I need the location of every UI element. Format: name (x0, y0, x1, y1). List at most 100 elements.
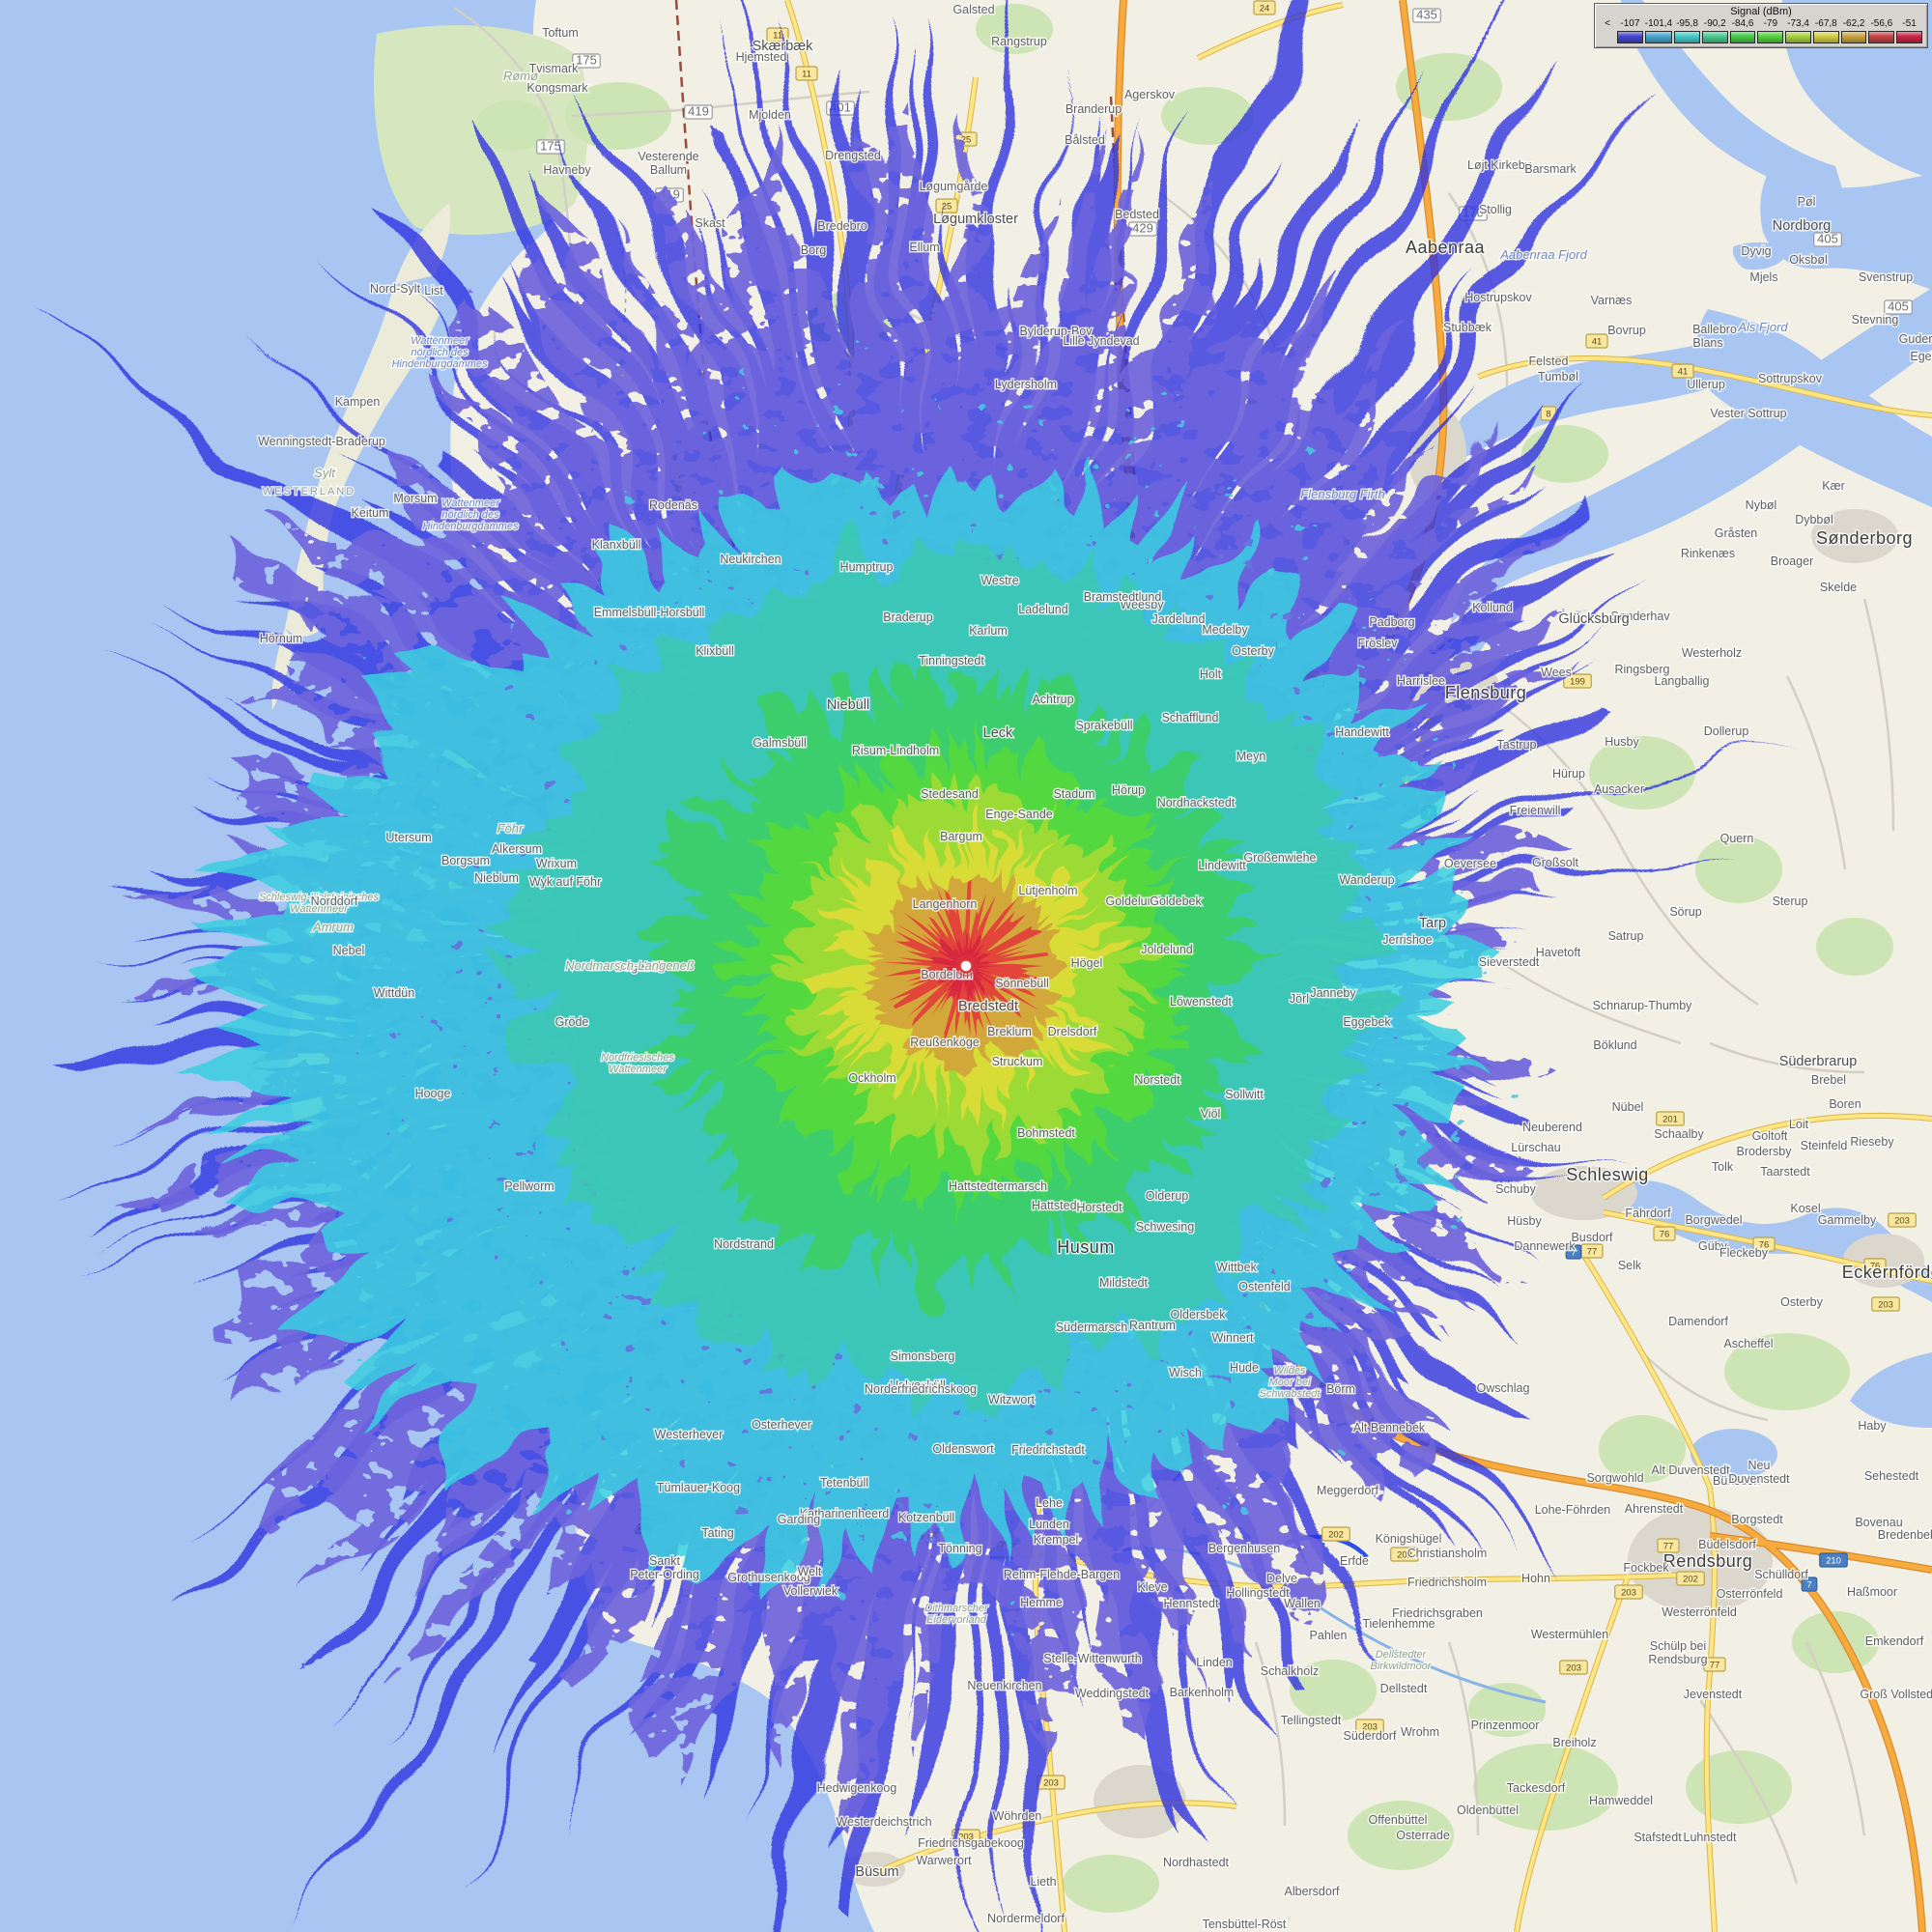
road-badge: 203 (1559, 1660, 1588, 1675)
map-label: Rantrum (1129, 1319, 1176, 1332)
map-label: Hattstedtermarsch (949, 1179, 1047, 1193)
map-label: Medelby (1202, 623, 1248, 637)
map-label: Borgwedel (1685, 1213, 1742, 1227)
map-label: Wallen (1284, 1597, 1321, 1610)
svg-text:199: 199 (1570, 677, 1585, 688)
map-label: Sterup (1773, 895, 1808, 908)
map-label: Stollig (1479, 203, 1512, 216)
transmitter-marker[interactable] (955, 955, 977, 977)
map-label: Klanxbüll (592, 538, 641, 552)
map-label: Jerrishoe (1382, 933, 1432, 947)
map-label: Weddingstedt (1075, 1687, 1150, 1700)
map-label: Sörup (1669, 905, 1701, 919)
svg-text:76: 76 (1660, 1230, 1670, 1240)
map-label: Rieseby (1850, 1135, 1894, 1149)
map-label: Osterhever (752, 1418, 811, 1432)
map-label: Taarstedt (1760, 1165, 1810, 1179)
map-label: Hude (1230, 1361, 1259, 1375)
map-label: Hohn (1521, 1572, 1550, 1585)
map-label: Ausacker (1594, 782, 1644, 796)
map-label: Utersum (385, 831, 431, 844)
svg-text:77: 77 (1710, 1661, 1720, 1671)
map-label: Karlum (969, 624, 1008, 638)
map-label: Satrup (1608, 929, 1644, 943)
map-label: Schleswig-Holsteinisches Wattenmeer (259, 892, 380, 915)
map-label: Lütjenholm (1018, 884, 1077, 897)
map-label: List (424, 284, 443, 298)
map-label: WESTERLAND (263, 486, 355, 497)
map-label: Uelvesbüll (890, 1378, 946, 1392)
map-label: Nordfriesisches Wattenmeer (601, 1052, 674, 1075)
svg-text:201: 201 (1662, 1115, 1678, 1125)
map-label: Galsted (952, 3, 994, 16)
road-badge: 11 (795, 66, 818, 81)
map-label: Erfde (1340, 1554, 1369, 1568)
map-label: Sorgwohld (1586, 1471, 1643, 1485)
map-label: Husby (1605, 735, 1639, 749)
svg-text:7: 7 (1806, 1580, 1811, 1591)
map-label: Nordermeldorf (987, 1912, 1065, 1925)
map-label: Alt Bennebek (1353, 1421, 1426, 1435)
map-label: Branderup (1065, 102, 1122, 116)
map-label: Garding (778, 1513, 821, 1526)
map-label: Vesterende Ballum (638, 150, 698, 177)
map-label: Süderbrarup (1779, 1054, 1858, 1069)
map-label: Tastrup (1497, 738, 1537, 752)
map-label: Büsum (855, 1864, 898, 1880)
map-label: Quern (1720, 832, 1754, 845)
map-label: Rehm-Flehde-Bargen (1004, 1568, 1120, 1581)
map-label: Boren (1829, 1097, 1861, 1111)
legend-swatch (1785, 31, 1811, 43)
map-label: Schülldorf (1754, 1568, 1808, 1581)
map-label: Galmsbüll (753, 736, 807, 750)
road-badge: 429 (1128, 221, 1157, 237)
map-label: Löwenstedt (1170, 995, 1232, 1009)
map-label: Løgumgårde (920, 180, 988, 193)
map-label: Holt (1200, 668, 1222, 681)
map-label: Katharinenheerd (800, 1507, 889, 1520)
map-label: Ascheffel (1723, 1337, 1773, 1350)
map-label: Kær (1822, 479, 1845, 493)
map-label: Bünsdorf (1713, 1474, 1762, 1488)
map-label: Braderup (883, 611, 932, 624)
map-label: Sønderborg (1816, 528, 1913, 548)
map-label: Barsmark (1524, 162, 1577, 176)
map-label: Skelde (1820, 581, 1857, 594)
map-label: Drelsdorf (1048, 1025, 1097, 1038)
map-label: Vollerwiek (783, 1584, 838, 1598)
map-label: Westerdeichstrich (836, 1815, 931, 1829)
map-label: Hamweddel (1589, 1794, 1653, 1807)
svg-text:203: 203 (1621, 1588, 1636, 1599)
svg-text:175: 175 (576, 53, 597, 68)
map-label: Fleckeby (1719, 1246, 1769, 1260)
svg-text:41: 41 (1592, 337, 1603, 348)
map-label: Sottrupskov (1758, 372, 1823, 385)
transmitter-dot[interactable] (958, 958, 974, 974)
map-label: Stelle-Wittenwurth (1043, 1652, 1141, 1665)
map-label: Sehestedt (1864, 1469, 1919, 1483)
legend-swatch (1757, 31, 1784, 43)
svg-text:203: 203 (958, 1833, 974, 1843)
map-label: Rinkenæs (1681, 547, 1735, 560)
map-label: Freienwill (1510, 804, 1561, 817)
map-label: Vester Sottrup (1710, 407, 1786, 420)
map-label: Kongsmark (526, 81, 588, 95)
map-label: Humptrup (840, 560, 894, 574)
map-label: Wrohm (1401, 1725, 1439, 1739)
map-label: Bredebro (817, 219, 867, 233)
legend-value: -56,6 (1870, 18, 1893, 29)
map-label: Nordhastedt (1163, 1856, 1230, 1869)
road-badge: 175 (572, 53, 601, 69)
map-label: Gröde (555, 1015, 589, 1029)
map-label: Kleve (1137, 1580, 1167, 1594)
road-badge: 7 (1801, 1577, 1818, 1592)
map-label: Mjels (1749, 270, 1777, 284)
map-label: Wittdün (374, 986, 414, 1000)
map-label: Joldelund (1141, 943, 1193, 956)
map-label: Winnert (1211, 1331, 1254, 1345)
map-label: Leck (983, 725, 1013, 741)
map-label: Broager (1771, 554, 1813, 568)
svg-text:203: 203 (1362, 1722, 1378, 1733)
